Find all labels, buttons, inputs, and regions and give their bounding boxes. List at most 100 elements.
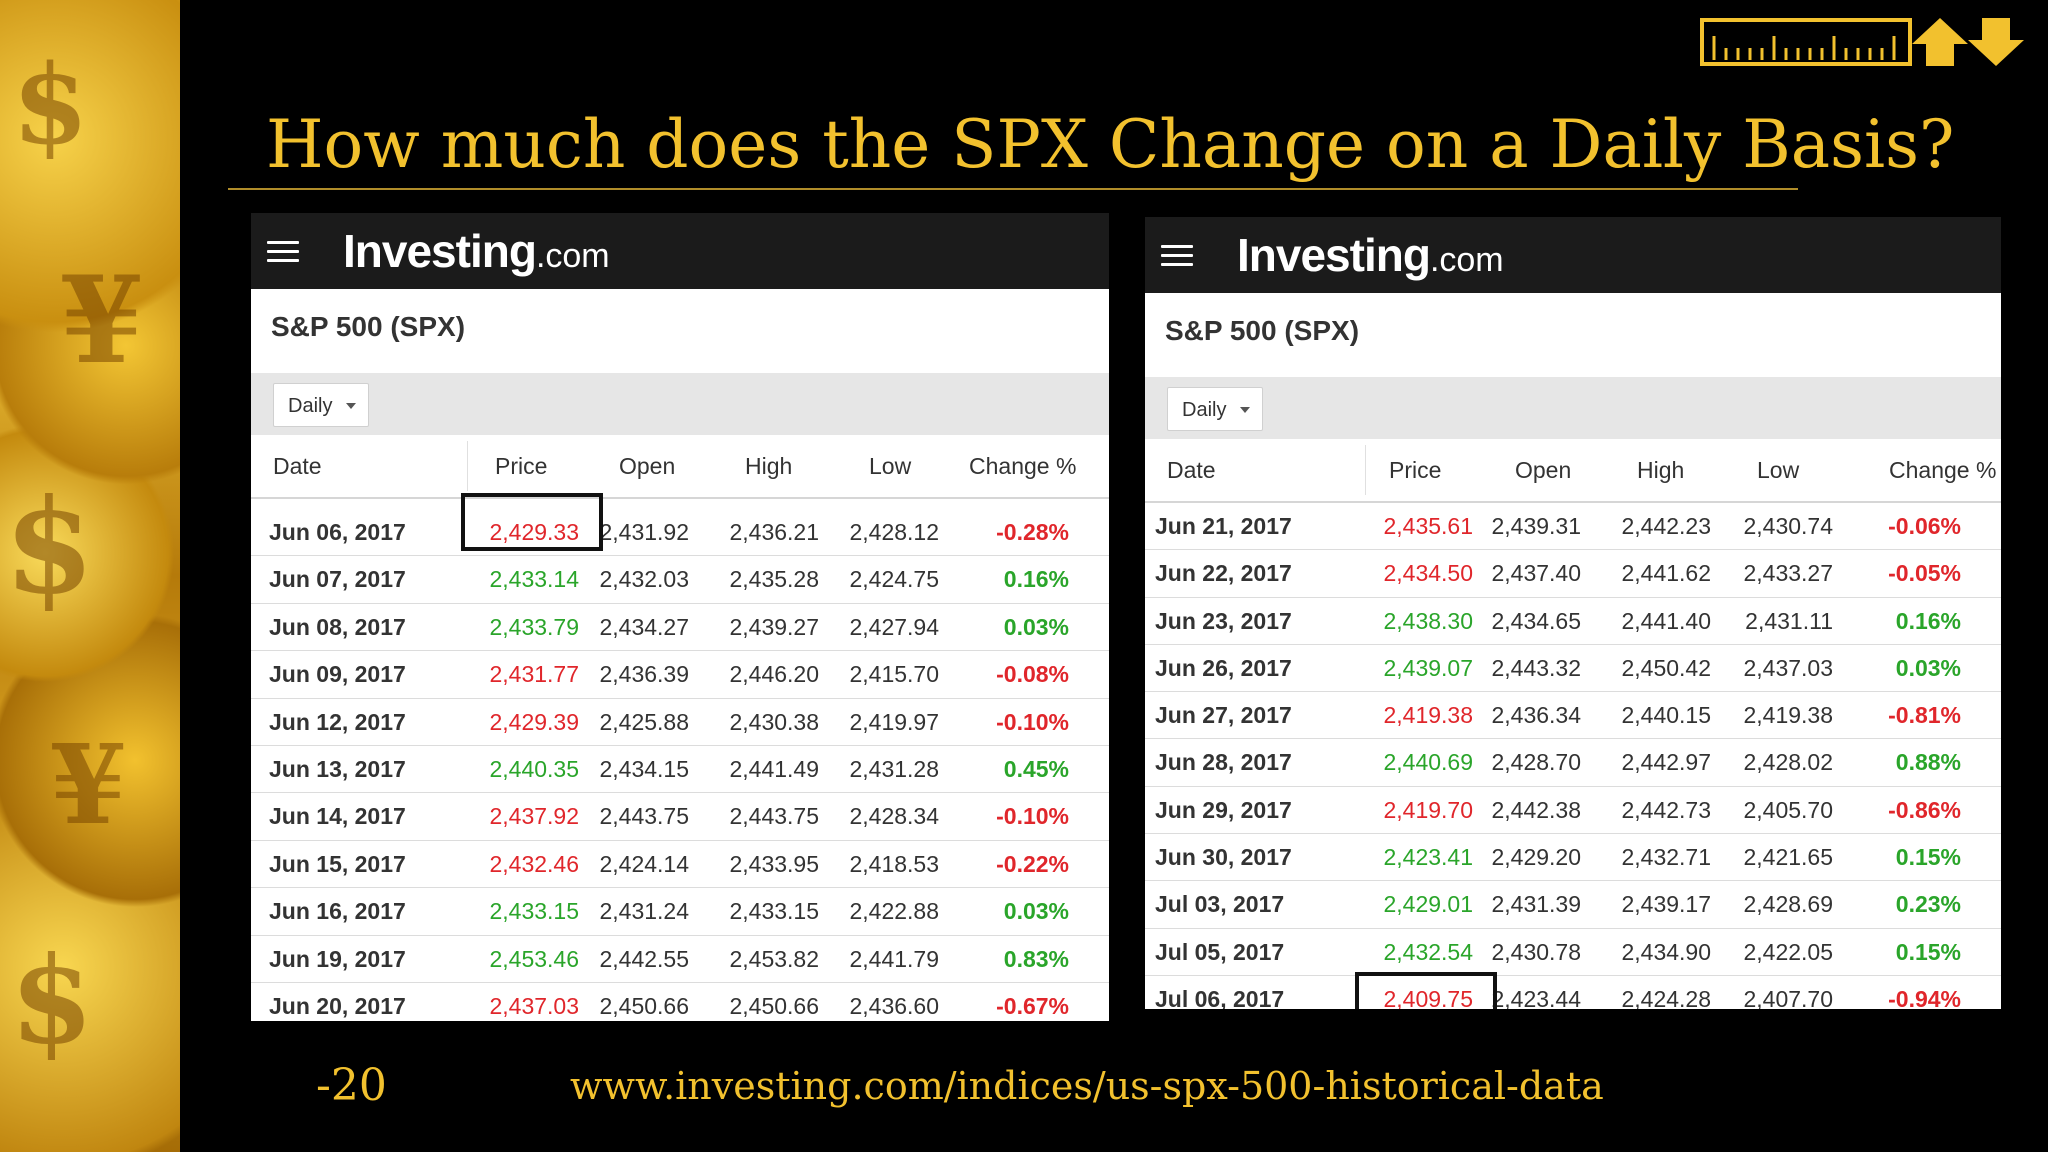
change-cell: 0.45% <box>1003 755 1069 782</box>
high-cell: 2,434.90 <box>1621 938 1711 965</box>
table-row[interactable]: Jun 08, 2017 2,433.79 2,434.27 2,439.27 2,42… <box>251 604 1109 652</box>
low-cell: 2,428.69 <box>1743 891 1833 918</box>
date-cell: Jun 27, 2017 <box>1155 702 1292 729</box>
open-cell: 2,443.75 <box>599 803 689 830</box>
table-row[interactable]: Jun 27, 2017 2,419.38 2,436.34 2,440.15 2,41… <box>1145 692 2001 740</box>
historical-data-table: Date Price Open High Low Change % Jun 06, 2017… <box>251 435 1109 1021</box>
date-cell: Jun 09, 2017 <box>269 661 406 688</box>
instrument-heading: S&P 500 (SPX) <box>1165 315 1360 346</box>
hamburger-menu-icon[interactable] <box>1161 245 1193 267</box>
high-cell: 2,442.23 <box>1621 513 1711 539</box>
change-cell: -0.28% <box>996 519 1069 545</box>
table-row[interactable]: Jul 05, 2017 2,432.54 2,430.78 2,434.90 2,42… <box>1145 929 2001 976</box>
table-row[interactable]: Jun 28, 2017 2,440.69 2,428.70 2,442.97 2,42… <box>1145 739 2001 787</box>
table-row[interactable]: Jul 03, 2017 2,429.01 2,431.39 2,439.17 2,42… <box>1145 881 2001 929</box>
decorative-currency-background: $ ¥ $ ¥ $ <box>0 0 180 1152</box>
date-cell: Jun 15, 2017 <box>269 850 406 877</box>
table-row[interactable]: Jun 29, 2017 2,419.70 2,442.38 2,442.73 2,40… <box>1145 787 2001 835</box>
instrument-heading: S&P 500 (SPX) <box>271 311 466 342</box>
table-row[interactable]: Jul 06, 2017 2,409.75 2,423.44 2,424.28 2,40… <box>1145 971 2001 1009</box>
low-cell: 2,427.94 <box>849 613 939 640</box>
interval-dropdown[interactable]: Daily <box>273 383 369 427</box>
column-header-change[interactable]: Change % <box>969 453 1077 479</box>
table-row[interactable]: Jun 06, 2017 2,429.33 2,431.92 2,436.21 2,42… <box>251 493 1109 557</box>
date-cell: Jun 06, 2017 <box>269 519 406 545</box>
hamburger-menu-icon[interactable] <box>267 241 299 263</box>
price-cell: 2,419.38 <box>1383 702 1473 729</box>
high-cell: 2,430.38 <box>729 708 819 735</box>
caret-down-icon <box>1240 407 1250 413</box>
open-cell: 2,429.20 <box>1491 844 1581 871</box>
low-cell: 2,431.11 <box>1745 607 1833 634</box>
yen-sign-decoration: ¥ <box>50 720 127 849</box>
site-header: Investing.com <box>251 213 1109 289</box>
change-cell: 0.23% <box>1895 891 1961 918</box>
high-cell: 2,453.82 <box>729 945 819 972</box>
interval-dropdown[interactable]: Daily <box>1167 387 1263 431</box>
table-row[interactable]: Jun 19, 2017 2,453.46 2,442.55 2,453.82 2,44… <box>251 936 1109 983</box>
price-cell: 2,429.39 <box>489 708 579 735</box>
table-row[interactable]: Jun 26, 2017 2,439.07 2,443.32 2,450.42 2,43… <box>1145 645 2001 693</box>
low-cell: 2,441.79 <box>849 945 939 972</box>
table-row[interactable]: Jun 22, 2017 2,434.50 2,437.40 2,441.62 2,43… <box>1145 550 2001 598</box>
brand-suffix: .com <box>1429 241 1504 279</box>
table-row[interactable]: Jun 07, 2017 2,433.14 2,432.03 2,435.28 2,42… <box>251 556 1109 604</box>
low-cell: 2,421.65 <box>1743 844 1833 871</box>
table-row[interactable]: Jun 21, 2017 2,435.61 2,439.31 2,442.23 2,43… <box>1145 503 2001 551</box>
column-header-high[interactable]: High <box>745 453 793 479</box>
low-cell: 2,418.53 <box>849 850 939 877</box>
date-cell: Jun 29, 2017 <box>1155 796 1292 823</box>
site-logo[interactable]: Investing.com <box>1237 227 1504 283</box>
header-divider <box>467 441 468 491</box>
table-row[interactable]: Jun 14, 2017 2,437.92 2,443.75 2,443.75 2,42… <box>251 793 1109 841</box>
price-cell: 2,429.33 <box>489 519 579 545</box>
column-header-open[interactable]: Open <box>1515 457 1572 483</box>
column-header-date[interactable]: Date <box>273 453 322 479</box>
header-divider <box>1365 445 1366 495</box>
table-row[interactable]: Jun 23, 2017 2,438.30 2,434.65 2,441.40 2,43… <box>1145 598 2001 645</box>
site-logo[interactable]: Investing.com <box>343 223 610 279</box>
low-cell: 2,436.60 <box>849 992 939 1019</box>
date-cell: Jun 19, 2017 <box>269 945 406 972</box>
open-cell: 2,436.39 <box>599 661 689 688</box>
column-header-change[interactable]: Change % <box>1889 457 1997 483</box>
change-cell: 0.83% <box>1003 945 1069 972</box>
change-cell: 0.15% <box>1895 938 1961 965</box>
table-row[interactable]: Jun 09, 2017 2,431.77 2,436.39 2,446.20 2,41… <box>251 651 1109 699</box>
low-cell: 2,422.05 <box>1743 938 1833 965</box>
open-cell: 2,436.34 <box>1491 702 1581 729</box>
table-row[interactable]: Jun 20, 2017 2,437.03 2,450.66 2,450.66 2,43… <box>251 983 1109 1021</box>
price-highlight-box <box>1355 971 1497 1009</box>
change-cell: 0.03% <box>1895 654 1961 681</box>
table-row[interactable]: Jun 30, 2017 2,423.41 2,429.20 2,432.71 2,42… <box>1145 834 2001 882</box>
column-header-open[interactable]: Open <box>619 453 676 479</box>
open-cell: 2,431.92 <box>599 519 689 545</box>
high-cell: 2,424.28 <box>1621 985 1711 1009</box>
change-cell: -0.67% <box>996 992 1069 1019</box>
filter-bar: Daily <box>1145 377 2001 439</box>
price-cell: 2,434.50 <box>1383 560 1473 587</box>
historical-data-panel-right: Investing.com S&P 500 (SPX) Daily Date Pr… <box>1145 217 2001 1009</box>
footer-source-url[interactable]: www.investing.com/indices/us-spx-500-his… <box>570 1064 1604 1108</box>
price-cell: 2,433.79 <box>489 613 579 640</box>
column-header-low[interactable]: Low <box>869 453 912 479</box>
column-header-price[interactable]: Price <box>495 453 548 479</box>
table-row[interactable]: Jun 12, 2017 2,429.39 2,425.88 2,430.38 2,41… <box>251 699 1109 746</box>
low-cell: 2,428.12 <box>849 519 939 545</box>
table-row[interactable]: Jun 15, 2017 2,432.46 2,424.14 2,433.95 2,41… <box>251 841 1109 889</box>
date-cell: Jun 14, 2017 <box>269 803 406 830</box>
dollar-sign-decoration: $ <box>10 930 94 1071</box>
open-cell: 2,434.27 <box>599 613 689 640</box>
column-header-date[interactable]: Date <box>1167 457 1216 483</box>
table-row[interactable]: Jun 16, 2017 2,433.15 2,431.24 2,433.15 2,42… <box>251 888 1109 936</box>
low-cell: 2,419.38 <box>1743 702 1833 729</box>
price-highlight-box <box>461 493 603 551</box>
price-cell: 2,429.01 <box>1383 891 1473 918</box>
change-cell: 0.88% <box>1895 749 1961 776</box>
price-cell: 2,437.03 <box>489 992 579 1019</box>
low-cell: 2,405.70 <box>1743 796 1833 823</box>
table-row[interactable]: Jun 13, 2017 2,440.35 2,434.15 2,441.49 2,43… <box>251 746 1109 794</box>
column-header-price[interactable]: Price <box>1389 457 1442 483</box>
column-header-high[interactable]: High <box>1637 457 1685 483</box>
column-header-low[interactable]: Low <box>1757 457 1800 483</box>
